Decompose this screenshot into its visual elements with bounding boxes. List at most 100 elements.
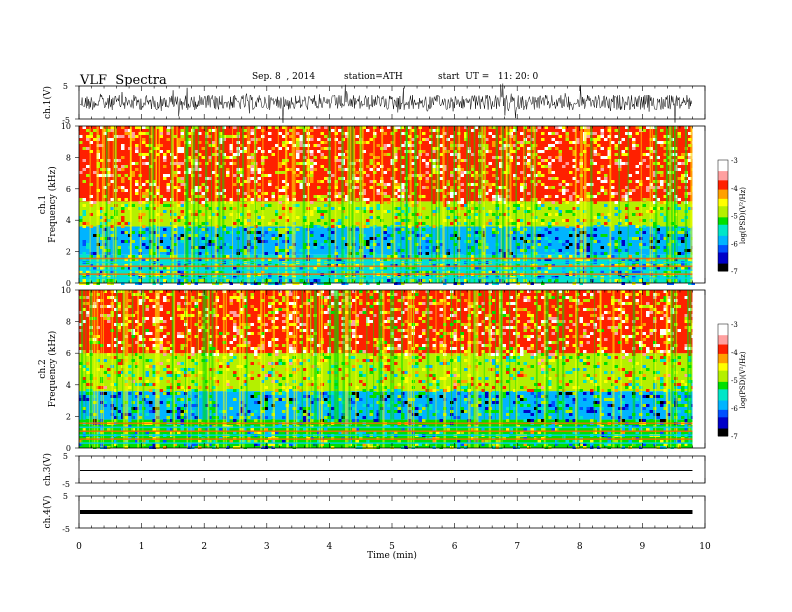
y-tick-label: -5: [62, 116, 70, 125]
colorbar-cell: [718, 366, 728, 370]
colorbar-cell: [718, 426, 728, 430]
colorbar-cell: [718, 350, 728, 353]
colorbar-cell: [718, 217, 728, 220]
colorbar-cell: [718, 383, 728, 387]
colorbar-cell: [718, 184, 728, 187]
colorbar-cell: [718, 235, 728, 239]
colorbar-cell: [718, 368, 728, 372]
x-tick-label: 6: [452, 542, 458, 552]
colorbar-cell: [718, 206, 728, 209]
colorbar-cell: [718, 193, 728, 196]
colorbar-cell: [718, 340, 728, 344]
colorbar-cell: [718, 411, 728, 415]
colorbar-cell: [718, 176, 728, 179]
colorbar-cell: [718, 267, 728, 270]
colorbar-cell: [718, 337, 728, 340]
colorbar-cell: [718, 209, 728, 213]
colorbar-tick-label: -5: [731, 213, 738, 221]
y-tick-label: 2: [66, 248, 71, 257]
colorbar-cell: [718, 250, 728, 253]
colorbar-cell: [718, 224, 728, 228]
colorbar-cell: [718, 174, 728, 178]
colorbar-tick-label: -4: [731, 185, 738, 193]
y-tick-label: 10: [61, 122, 71, 131]
colorbar-cell: [718, 361, 728, 364]
colorbar-cell: [718, 402, 728, 405]
ch1-signal-line: [79, 83, 693, 123]
colorbar-cell: [718, 346, 728, 349]
colorbar-tick-label: -7: [731, 433, 738, 441]
colorbar-cell: [718, 393, 728, 396]
y-axis-label: Frequency (kHz): [47, 166, 58, 243]
colorbar-cell: [718, 246, 728, 250]
colorbar-cell: [718, 171, 728, 174]
colorbar-cell: [718, 259, 728, 263]
colorbar-cell: [718, 187, 728, 191]
colorbar-cell: [718, 219, 728, 222]
y-axis-label: ch.1(V): [42, 86, 53, 119]
colorbar-cell: [718, 376, 728, 379]
y-axis-label: ch.1: [38, 195, 48, 214]
colorbar-cell: [718, 335, 728, 338]
y-tick-label: 4: [66, 381, 71, 390]
y-tick-label: 5: [63, 452, 68, 461]
colorbar-cell: [718, 355, 728, 359]
y-tick-label: 0: [66, 279, 71, 288]
colorbar-cell: [718, 381, 728, 385]
y-tick-label: 5: [63, 82, 68, 91]
x-tick-label: 0: [76, 542, 82, 552]
colorbar-cell: [718, 204, 728, 207]
colorbar-cell: [718, 237, 728, 241]
colorbar-cell: [718, 417, 728, 420]
colorbar-cell: [718, 178, 728, 181]
colorbar-frame: [717, 159, 729, 272]
colorbar-cell: [718, 344, 728, 347]
colorbar-tick-label: -6: [731, 240, 738, 248]
colorbar-tick-label: -5: [731, 377, 738, 385]
colorbar-cell: [718, 189, 728, 192]
colorbar-cell: [718, 400, 728, 403]
colorbar-cell: [718, 353, 728, 357]
colorbar-cell: [718, 165, 728, 168]
y-tick-label: 6: [66, 349, 71, 358]
colorbar-cell: [718, 380, 728, 383]
colorbar-cell: [718, 432, 728, 435]
colorbar-cell: [718, 398, 728, 402]
colorbar-cell: [718, 409, 728, 413]
plot-title: VLF Spectra: [80, 73, 167, 88]
x-tick-label: 4: [327, 542, 333, 552]
y-axis-label: ch.3(V): [42, 453, 53, 486]
colorbar-cell: [718, 324, 728, 327]
colorbar-cell: [718, 169, 728, 172]
y-tick-label: 5: [63, 492, 68, 501]
colorbar-cell: [718, 348, 728, 351]
colorbar-cell: [718, 245, 728, 248]
colorbar-cell: [718, 254, 728, 257]
colorbar-cell: [718, 197, 728, 200]
colorbar-cell: [718, 161, 728, 165]
colorbar-tick-label: -3: [731, 321, 738, 329]
x-tick-label: 1: [139, 542, 145, 552]
colorbar-cell: [718, 269, 728, 272]
colorbar-cell: [718, 434, 728, 437]
colorbar-cell: [718, 185, 728, 189]
colorbar-cell: [718, 261, 728, 265]
x-tick-label: 9: [640, 542, 646, 552]
colorbar-cell: [718, 230, 728, 233]
colorbar-cell: [718, 226, 728, 229]
colorbar-cell: [718, 191, 728, 194]
x-axis-label: Time (min): [367, 550, 417, 561]
colorbar-cell: [718, 327, 728, 331]
y-axis-label: ch.4(V): [42, 496, 53, 529]
y-tick-label: 10: [61, 286, 71, 295]
colorbar-cell: [718, 422, 728, 426]
colorbar-label: log(PSD)(V²/Hz): [739, 187, 747, 244]
colorbar-cell: [718, 370, 728, 374]
colorbar-cell: [718, 421, 728, 424]
colorbar-cell: [718, 160, 728, 163]
station-label: station=ATH: [344, 72, 403, 82]
colorbar-cell: [718, 408, 728, 411]
y-axis-label: Frequency (kHz): [47, 331, 58, 408]
colorbar-cell: [718, 228, 728, 231]
colorbar-cell: [718, 208, 728, 211]
